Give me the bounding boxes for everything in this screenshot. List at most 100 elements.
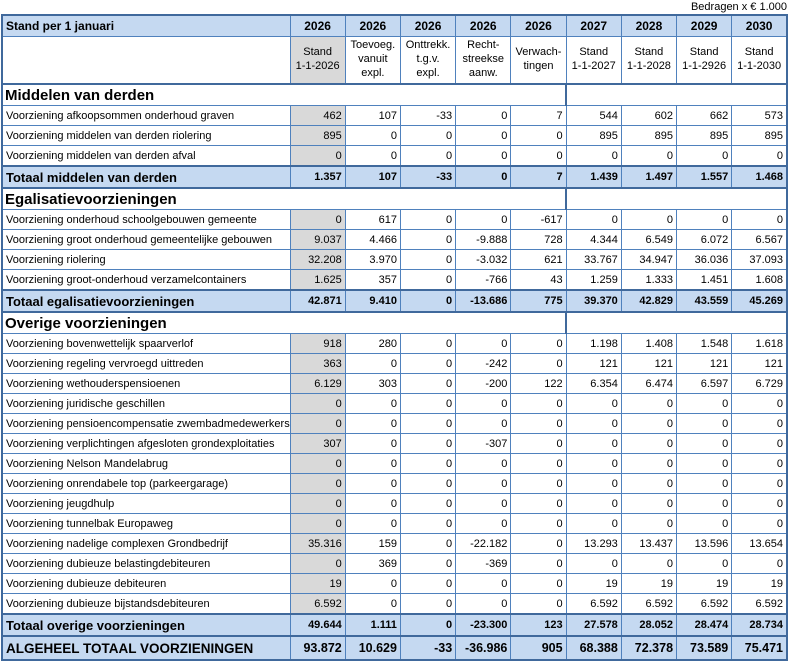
value-cell: 0 [565, 145, 622, 167]
value-cell: 0 [565, 473, 622, 494]
total-label: Totaal middelen van derden [1, 165, 291, 189]
value-cell: 895 [676, 125, 733, 146]
value-cell: 0 [620, 209, 678, 230]
value-cell: 0 [289, 553, 346, 574]
value-cell: 0 [399, 553, 457, 574]
value-cell: -33 [399, 105, 457, 126]
grand-total-value-cell: 73.589 [676, 635, 733, 661]
value-cell: 0 [620, 393, 678, 414]
value-cell: 0 [565, 453, 622, 474]
value-cell: 19 [731, 573, 788, 594]
value-cell: 1.625 [289, 269, 346, 291]
section-header-row: Overige voorzieningen [1, 311, 788, 334]
value-cell: 0 [455, 333, 512, 354]
value-cell: 0 [510, 533, 567, 554]
value-cell: 0 [399, 333, 457, 354]
total-value-cell: 45.269 [731, 289, 788, 313]
total-value-cell: -13.686 [455, 289, 512, 313]
row-label: Voorziening groot onderhoud gemeentelijk… [1, 229, 291, 250]
table-row: Voorziening nadelige complexen Grondbedr… [1, 533, 788, 554]
total-value-cell: 43.559 [676, 289, 733, 313]
total-value-cell: 0 [399, 289, 457, 313]
table-row: Voorziening dubieuze belastingdebiteuren… [1, 553, 788, 574]
value-cell: 19 [565, 573, 622, 594]
value-cell: 0 [289, 393, 346, 414]
value-cell: 0 [510, 593, 567, 615]
total-value-cell: 7 [510, 165, 567, 189]
section-header-row: Egalisatievoorzieningen [1, 187, 788, 210]
voorzieningen-table: Stand per 1 januari 2026 2026 2026 2026 2026 2… [1, 14, 788, 661]
table-row: Voorziening onderhoud schoolgebouwen gem… [1, 209, 788, 230]
table-row: Voorziening groot onderhoud gemeentelijk… [1, 229, 788, 250]
grand-total-value-cell: 93.872 [289, 635, 346, 661]
value-cell: 0 [344, 413, 401, 434]
total-value-cell: 9.410 [344, 289, 401, 313]
total-value-cell: 123 [510, 613, 567, 637]
value-cell: 0 [289, 473, 346, 494]
year-header-cell: 2029 [676, 14, 733, 37]
value-cell: 3.970 [344, 249, 401, 270]
section-filler [565, 187, 788, 210]
row-label: Voorziening bovenwettelijk spaarverlof [1, 333, 291, 354]
value-cell: 0 [289, 513, 346, 534]
value-cell: 0 [344, 473, 401, 494]
value-cell: 0 [565, 553, 622, 574]
value-cell: 0 [510, 413, 567, 434]
value-cell: 0 [676, 453, 733, 474]
value-cell: 0 [344, 513, 401, 534]
value-cell: 0 [399, 593, 457, 615]
row-label: Voorziening Nelson Mandelabrug [1, 453, 291, 474]
value-cell: 6.729 [731, 373, 788, 394]
value-cell: 0 [620, 493, 678, 514]
row-label: Voorziening middelen van derden afval [1, 145, 291, 167]
year-header-cell: 2030 [731, 14, 788, 37]
grand-total-value-cell: 68.388 [565, 635, 622, 661]
value-cell: -22.182 [455, 533, 512, 554]
value-cell: 0 [510, 125, 567, 146]
value-cell: 0 [344, 353, 401, 374]
total-value-cell: 42.871 [289, 289, 346, 313]
value-cell: 0 [344, 393, 401, 414]
row-label: Voorziening middelen van derden riolerin… [1, 125, 291, 146]
value-cell: 0 [731, 145, 788, 167]
value-cell: -369 [455, 553, 512, 574]
value-cell: 0 [510, 393, 567, 414]
value-cell: 0 [676, 393, 733, 414]
units-label: Bedragen x € 1.000 [690, 1, 787, 13]
header-year-row: Stand per 1 januari 2026 2026 2026 2026 2026 2… [1, 14, 788, 37]
value-cell: 0 [344, 145, 401, 167]
table-row: Voorziening dubieuze bijstandsdebiteuren… [1, 593, 788, 615]
table-row: Voorziening regeling vervroegd uittreden… [1, 353, 788, 374]
value-cell: 7 [510, 105, 567, 126]
value-cell: 43 [510, 269, 567, 291]
total-value-cell: 28.734 [731, 613, 788, 637]
row-label: Voorziening groot-onderhoud verzamelcont… [1, 269, 291, 291]
grand-total-row: ALGEHEEL TOTAAL VOORZIENINGEN 93.872 10.62… [1, 635, 788, 661]
value-cell: 0 [455, 125, 512, 146]
value-cell: 0 [731, 553, 788, 574]
total-value-cell: 1.557 [676, 165, 733, 189]
table-row: Voorziening middelen van derden riolerin… [1, 125, 788, 146]
value-cell: 0 [455, 145, 512, 167]
value-cell: 0 [620, 513, 678, 534]
value-cell: 6.567 [731, 229, 788, 250]
total-value-cell: 1.357 [289, 165, 346, 189]
total-row: Totaal egalisatievoorzieningen 42.871 9.41… [1, 289, 788, 313]
value-cell: 6.354 [565, 373, 622, 394]
total-row: Totaal middelen van derden 1.357 107 -33 0 7 1… [1, 165, 788, 189]
value-cell: 0 [620, 473, 678, 494]
grand-total-label: ALGEHEEL TOTAAL VOORZIENINGEN [1, 635, 291, 661]
total-value-cell: 1.439 [565, 165, 622, 189]
table-row: Voorziening bovenwettelijk spaarverlof 91… [1, 333, 788, 354]
value-cell: 6.592 [620, 593, 678, 615]
row-label: Voorziening onderhoud schoolgebouwen gem… [1, 209, 291, 230]
value-cell: 307 [289, 433, 346, 454]
value-cell: 0 [676, 513, 733, 534]
table-row: Voorziening pensioencompensatie zwembadm… [1, 413, 788, 434]
grand-total-value-cell: 72.378 [620, 635, 678, 661]
value-cell: 0 [289, 413, 346, 434]
subheader-cell: Onttrekk. t.g.v. expl. [399, 36, 457, 85]
table-row: Voorziening Nelson Mandelabrug 0 0 0 0 0 0 0 0 0 [1, 453, 788, 474]
year-header-cell: 2026 [344, 14, 401, 37]
table-row: Voorziening juridische geschillen 0 0 0 0 0 0 0… [1, 393, 788, 414]
